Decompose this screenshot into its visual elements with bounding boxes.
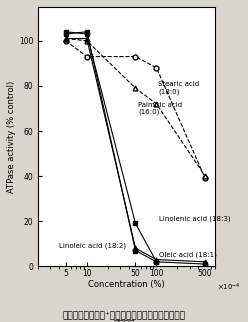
Y-axis label: ATPase activity (% control): ATPase activity (% control) [7, 80, 16, 193]
Text: Palmitic acid
(16:0): Palmitic acid (16:0) [138, 102, 183, 115]
Text: $\times 10^{-4}$: $\times 10^{-4}$ [217, 282, 241, 293]
Text: 酸の影響: 酸の影響 [113, 320, 135, 322]
X-axis label: Concentration (%): Concentration (%) [88, 279, 165, 289]
Text: Stearic acid
(18:0): Stearic acid (18:0) [158, 81, 199, 95]
Text: 図３．　液胞脲Ｈ⁺－ＡＴＰ憧せ活性に及ぼす脂肪: 図３． 液胞脲Ｈ⁺－ＡＴＰ憧せ活性に及ぼす脂肪 [62, 312, 186, 321]
Text: Linoleic acid (18:2): Linoleic acid (18:2) [59, 243, 126, 249]
Text: Linolenic acid (18:3): Linolenic acid (18:3) [159, 216, 230, 222]
Text: Oleic acid (18:1): Oleic acid (18:1) [159, 252, 217, 258]
